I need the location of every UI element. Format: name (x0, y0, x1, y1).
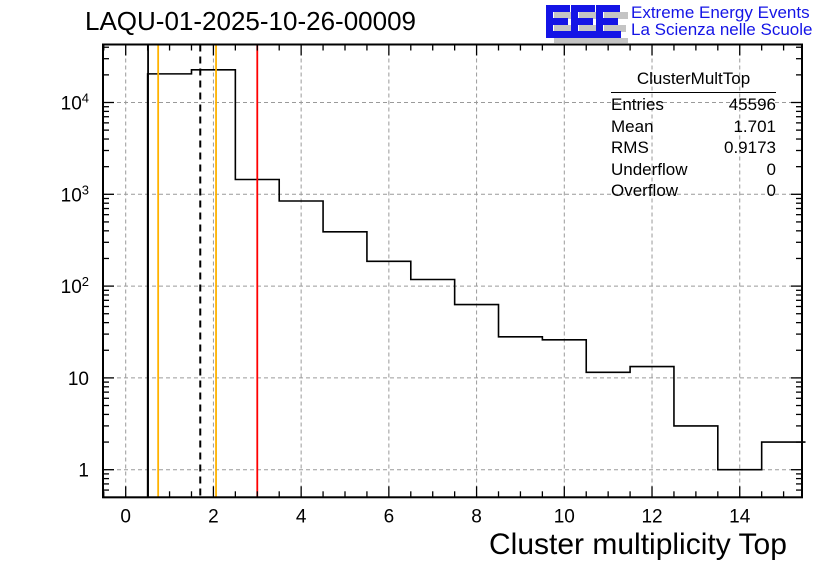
svg-text:1: 1 (78, 461, 89, 482)
svg-text:6: 6 (384, 506, 395, 527)
svg-text:104: 104 (61, 90, 89, 115)
svg-text:14: 14 (729, 506, 751, 527)
svg-text:2: 2 (208, 506, 219, 527)
svg-text:12: 12 (641, 506, 662, 527)
svg-text:102: 102 (61, 274, 89, 299)
svg-text:103: 103 (61, 182, 89, 207)
svg-text:10: 10 (68, 369, 89, 390)
svg-text:0: 0 (120, 506, 131, 527)
svg-text:8: 8 (471, 506, 482, 527)
svg-text:10: 10 (554, 506, 575, 527)
svg-text:4: 4 (296, 506, 307, 527)
